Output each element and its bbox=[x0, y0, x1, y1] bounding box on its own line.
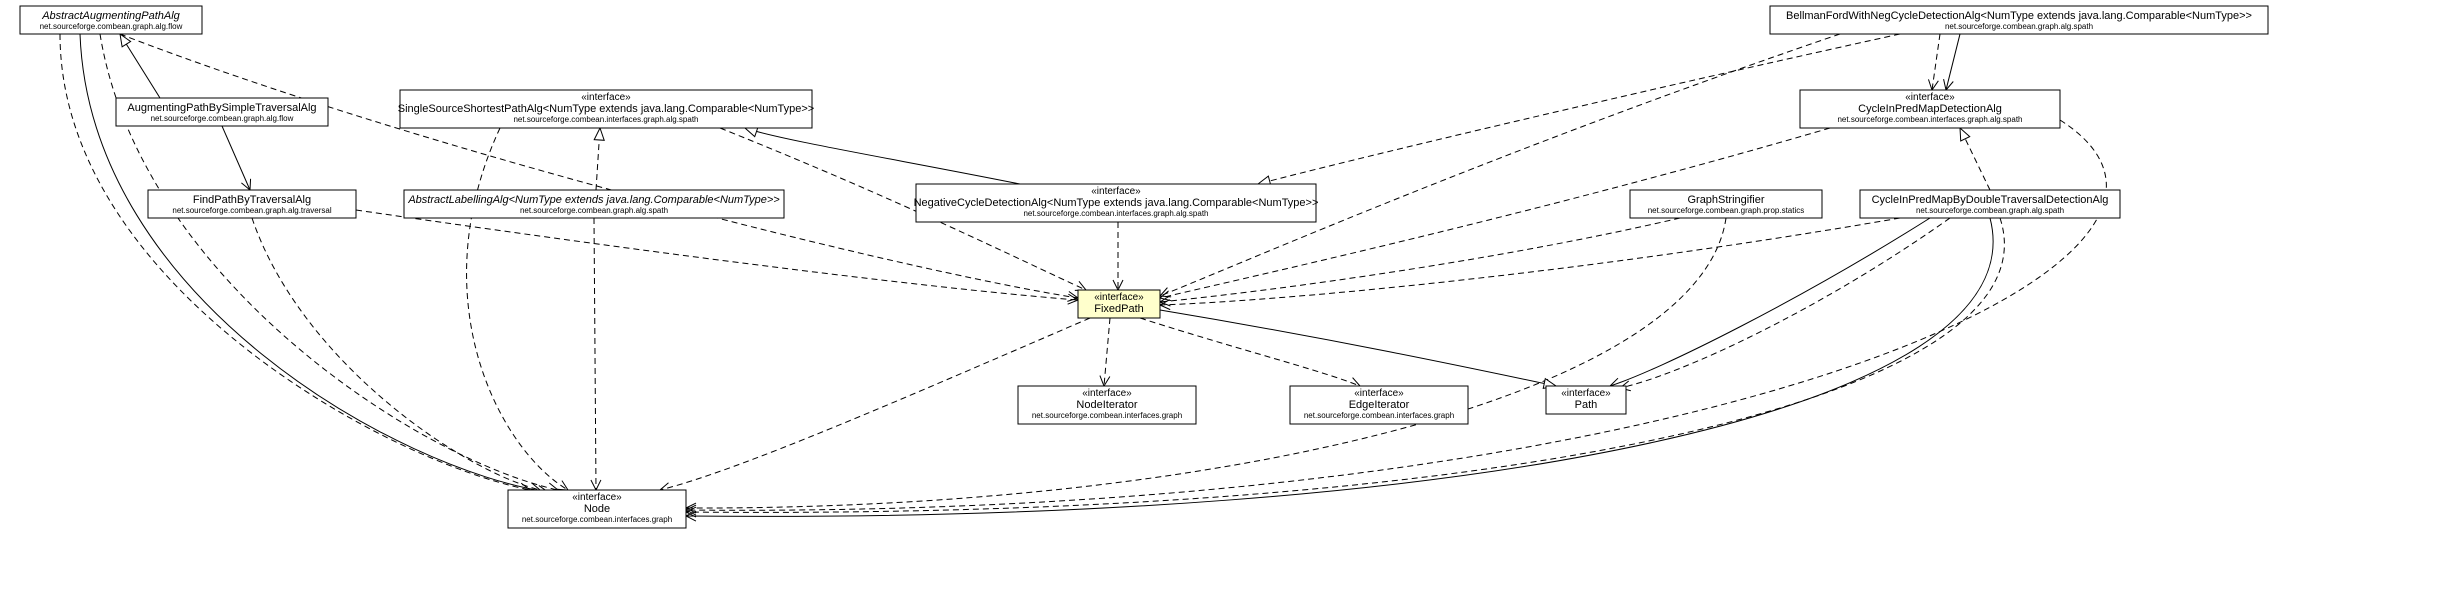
package-name: net.sourceforge.combean.graph.alg.flow bbox=[151, 114, 294, 123]
edge-bellmanFord-fixedPath bbox=[1160, 34, 1840, 296]
class-path: «interface»Path bbox=[1546, 386, 1626, 414]
package-name: net.sourceforge.combean.interfaces.graph bbox=[1032, 411, 1182, 420]
class-name: CycleInPredMapByDoubleTraversalDetection… bbox=[1872, 194, 2109, 206]
class-singleSourceShortestPathAlg: «interface»SingleSourceShortestPathAlg<N… bbox=[398, 90, 814, 128]
class-name: AbstractAugmentingPathAlg bbox=[41, 10, 180, 22]
edge-cycleInPredMapByDoubleTraversalDetectionAlg-cycleInPredMapDetectionAlg bbox=[1960, 128, 1990, 190]
class-fixedPath: «interface»FixedPath bbox=[1078, 290, 1160, 318]
edge-bellmanFord-cycleInPredMapDetectionAlg bbox=[1932, 34, 1940, 90]
class-graphStringifier: GraphStringifiernet.sourceforge.combean.… bbox=[1630, 190, 1822, 218]
edge-bellmanFord-cycleInPredMapDetectionAlg bbox=[1946, 34, 1960, 90]
package-name: net.sourceforge.combean.graph.prop.stati… bbox=[1648, 206, 1805, 215]
package-name: net.sourceforge.combean.graph.alg.spath bbox=[1945, 22, 2093, 31]
package-name: net.sourceforge.combean.interfaces.graph bbox=[1304, 411, 1454, 420]
edge-augmentingPathBySimpleTraversalAlg-findPathByTraversalAlg bbox=[222, 126, 250, 190]
class-bellmanFord: BellmanFordWithNegCycleDetectionAlg<NumT… bbox=[1770, 6, 2268, 34]
edge-cycleInPredMapDetectionAlg-node bbox=[686, 120, 2106, 510]
class-node: «interface»Nodenet.sourceforge.combean.i… bbox=[508, 490, 686, 528]
edge-graphStringifier-node bbox=[686, 218, 1726, 508]
class-cycleInPredMapDetectionAlg: «interface»CycleInPredMapDetectionAlgnet… bbox=[1800, 90, 2060, 128]
edge-singleSourceShortestPathAlg-node bbox=[467, 128, 568, 490]
edge-negativeCycleDetectionAlg-singleSourceShortestPathAlg bbox=[745, 128, 1020, 184]
class-edgeIterator: «interface»EdgeIteratornet.sourceforge.c… bbox=[1290, 386, 1468, 424]
class-name: CycleInPredMapDetectionAlg bbox=[1858, 103, 2002, 115]
stereotype: «interface» bbox=[1354, 388, 1404, 399]
class-name: FixedPath bbox=[1094, 303, 1144, 315]
class-name: AbstractLabellingAlg<NumType extends jav… bbox=[407, 194, 780, 206]
package-name: net.sourceforge.combean.graph.alg.traver… bbox=[172, 206, 331, 215]
edge-abstractLabellingAlg-singleSourceShortestPathAlg bbox=[596, 128, 600, 190]
edge-cycleInPredMapByDoubleTraversalDetectionAlg-path bbox=[1610, 218, 1930, 386]
package-name: net.sourceforge.combean.graph.alg.flow bbox=[40, 22, 183, 31]
uml-diagram: AbstractAugmentingPathAlgnet.sourceforge… bbox=[0, 0, 2460, 592]
class-abstractLabellingAlg: AbstractLabellingAlg<NumType extends jav… bbox=[404, 190, 784, 218]
class-name: FindPathByTraversalAlg bbox=[193, 194, 311, 206]
edge-cycleInPredMapByDoubleTraversalDetectionAlg-node bbox=[686, 218, 2004, 512]
package-name: net.sourceforge.combean.graph.alg.spath bbox=[520, 206, 668, 215]
class-name: GraphStringifier bbox=[1687, 194, 1764, 206]
edge-fixedPath-edgeIterator bbox=[1140, 318, 1360, 386]
package-name: net.sourceforge.combean.graph.alg.spath bbox=[1916, 206, 2064, 215]
edge-findPathByTraversalAlg-node bbox=[252, 218, 540, 490]
class-name: SingleSourceShortestPathAlg<NumType exte… bbox=[398, 103, 814, 115]
package-name: net.sourceforge.combean.interfaces.graph bbox=[522, 515, 672, 524]
edge-abstractLabellingAlg-node bbox=[594, 218, 596, 490]
class-name: NegativeCycleDetectionAlg<NumType extend… bbox=[914, 197, 1319, 209]
package-name: net.sourceforge.combean.interfaces.graph… bbox=[1023, 209, 1208, 218]
edge-abstractAugmentingPathAlg-fixedPath bbox=[120, 34, 1078, 298]
class-name: EdgeIterator bbox=[1349, 399, 1410, 411]
class-abstractAugmentingPathAlg: AbstractAugmentingPathAlgnet.sourceforge… bbox=[20, 6, 202, 34]
class-name: AugmentingPathBySimpleTraversalAlg bbox=[127, 102, 316, 114]
edge-cycleInPredMapByDoubleTraversalDetectionAlg-node bbox=[686, 218, 1993, 516]
class-name: Path bbox=[1575, 399, 1598, 411]
edge-fixedPath-nodeIterator bbox=[1104, 318, 1110, 386]
stereotype: «interface» bbox=[572, 492, 622, 503]
package-name: net.sourceforge.combean.interfaces.graph… bbox=[513, 115, 698, 124]
class-name: NodeIterator bbox=[1076, 399, 1137, 411]
class-augmentingPathBySimpleTraversalAlg: AugmentingPathBySimpleTraversalAlgnet.so… bbox=[116, 98, 328, 126]
stereotype: «interface» bbox=[1905, 92, 1955, 103]
stereotype: «interface» bbox=[581, 92, 631, 103]
class-name: BellmanFordWithNegCycleDetectionAlg<NumT… bbox=[1786, 10, 2252, 22]
edge-cycleInPredMapByDoubleTraversalDetectionAlg-fixedPath bbox=[1160, 218, 1900, 305]
stereotype: «interface» bbox=[1091, 186, 1141, 197]
edge-fixedPath-path bbox=[1160, 310, 1556, 386]
edge-augmentingPathBySimpleTraversalAlg-abstractAugmentingPathAlg bbox=[120, 34, 160, 98]
class-negativeCycleDetectionAlg: «interface»NegativeCycleDetectionAlg<Num… bbox=[914, 184, 1319, 222]
edge-findPathByTraversalAlg-fixedPath bbox=[356, 210, 1078, 300]
stereotype: «interface» bbox=[1094, 292, 1144, 303]
class-nodeIterator: «interface»NodeIteratornet.sourceforge.c… bbox=[1018, 386, 1196, 424]
stereotype: «interface» bbox=[1082, 388, 1132, 399]
class-findPathByTraversalAlg: FindPathByTraversalAlgnet.sourceforge.co… bbox=[148, 190, 356, 218]
class-cycleInPredMapByDoubleTraversalDetectionAlg: CycleInPredMapByDoubleTraversalDetection… bbox=[1860, 190, 2120, 218]
edge-graphStringifier-fixedPath bbox=[1160, 218, 1680, 302]
class-name: Node bbox=[584, 503, 610, 515]
package-name: net.sourceforge.combean.interfaces.graph… bbox=[1837, 115, 2022, 124]
stereotype: «interface» bbox=[1561, 388, 1611, 399]
